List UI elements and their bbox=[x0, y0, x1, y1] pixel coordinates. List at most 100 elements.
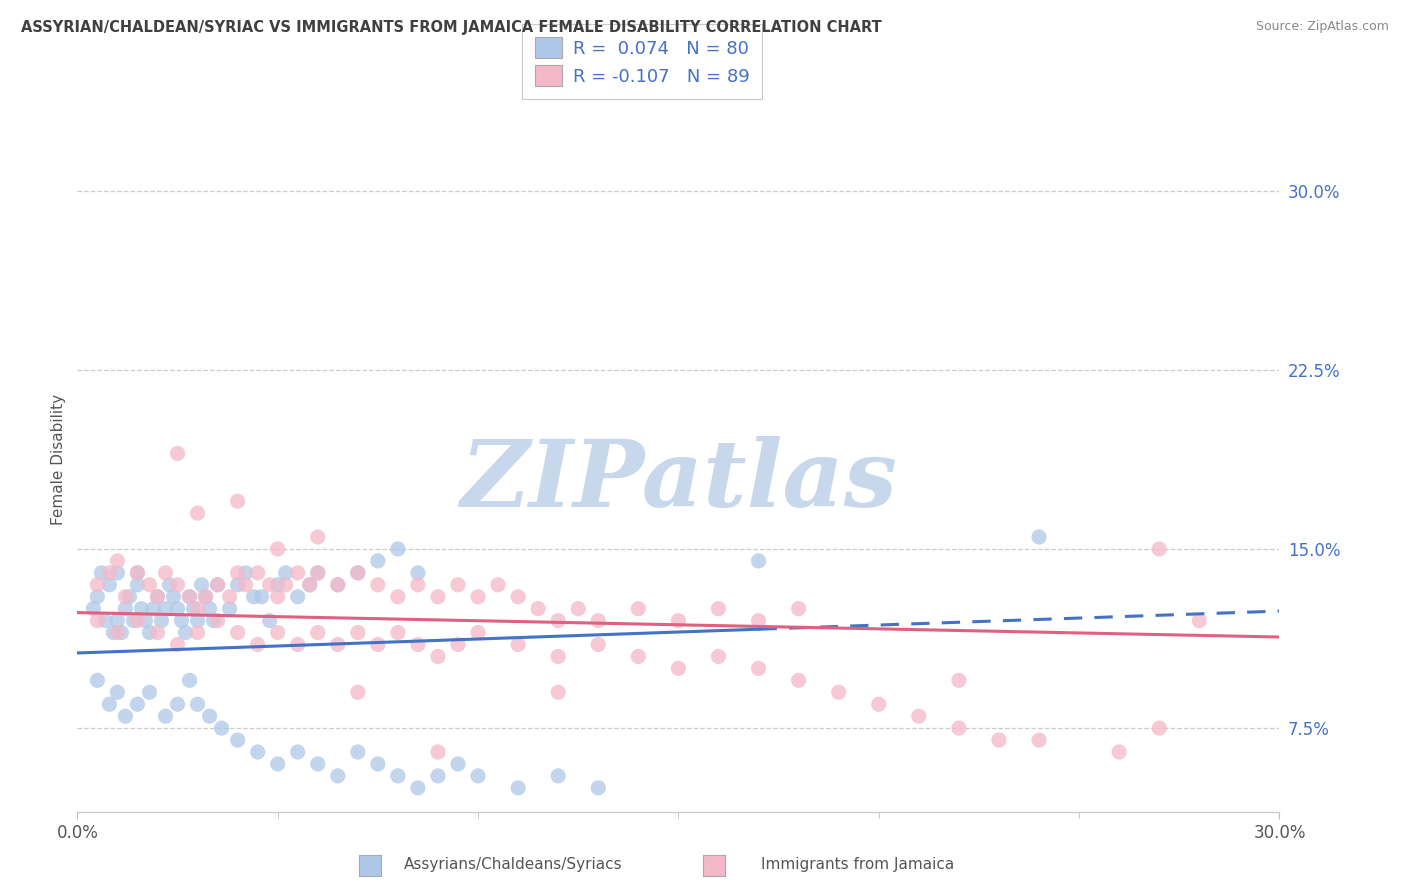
Point bbox=[127, 697, 149, 711]
Point bbox=[868, 697, 890, 711]
Point bbox=[547, 685, 569, 699]
Point bbox=[287, 638, 309, 652]
Point bbox=[1149, 541, 1171, 556]
Point bbox=[122, 614, 145, 628]
Point bbox=[367, 756, 389, 771]
Point bbox=[267, 541, 290, 556]
Point bbox=[307, 756, 329, 771]
Point bbox=[387, 625, 409, 640]
Point bbox=[347, 745, 370, 759]
Text: ASSYRIAN/CHALDEAN/SYRIAC VS IMMIGRANTS FROM JAMAICA FEMALE DISABILITY CORRELATIO: ASSYRIAN/CHALDEAN/SYRIAC VS IMMIGRANTS F… bbox=[21, 20, 882, 35]
Point bbox=[218, 601, 240, 615]
Point bbox=[107, 566, 129, 580]
Point bbox=[267, 625, 290, 640]
Point bbox=[186, 625, 209, 640]
Point bbox=[194, 590, 217, 604]
Point bbox=[908, 709, 931, 723]
Point bbox=[1149, 721, 1171, 735]
Legend: R =  0.074   N = 80, R = -0.107   N = 89: R = 0.074 N = 80, R = -0.107 N = 89 bbox=[523, 24, 762, 99]
Point bbox=[547, 614, 569, 628]
Point bbox=[326, 638, 349, 652]
Point bbox=[298, 578, 321, 592]
Point bbox=[211, 721, 233, 735]
Y-axis label: Female Disability: Female Disability bbox=[51, 393, 66, 525]
Point bbox=[467, 769, 489, 783]
Point bbox=[170, 614, 193, 628]
Point bbox=[326, 578, 349, 592]
Point bbox=[166, 601, 188, 615]
Point bbox=[508, 590, 530, 604]
Point bbox=[98, 566, 121, 580]
Point bbox=[1028, 530, 1050, 544]
Point bbox=[103, 625, 125, 640]
Point bbox=[948, 673, 970, 688]
Point bbox=[166, 578, 188, 592]
Point bbox=[347, 625, 370, 640]
Point bbox=[138, 685, 160, 699]
Point bbox=[198, 709, 221, 723]
Point bbox=[207, 578, 229, 592]
Point bbox=[146, 590, 169, 604]
Point bbox=[347, 685, 370, 699]
Point bbox=[127, 566, 149, 580]
Point bbox=[127, 614, 149, 628]
Point bbox=[146, 625, 169, 640]
Point bbox=[190, 578, 212, 592]
Point bbox=[627, 649, 650, 664]
Point bbox=[406, 566, 429, 580]
Point bbox=[367, 554, 389, 568]
Point bbox=[307, 625, 329, 640]
Point bbox=[98, 578, 121, 592]
Point bbox=[467, 625, 489, 640]
Point bbox=[94, 614, 117, 628]
Point bbox=[547, 649, 569, 664]
Point bbox=[159, 578, 181, 592]
Point bbox=[447, 756, 470, 771]
Point bbox=[226, 494, 249, 508]
Point bbox=[246, 566, 269, 580]
Point bbox=[226, 578, 249, 592]
Point bbox=[226, 733, 249, 747]
Point bbox=[1028, 733, 1050, 747]
Point bbox=[155, 566, 177, 580]
Point bbox=[988, 733, 1011, 747]
Point bbox=[326, 769, 349, 783]
Point bbox=[235, 566, 257, 580]
Point bbox=[948, 721, 970, 735]
Point bbox=[406, 578, 429, 592]
Point bbox=[250, 590, 273, 604]
Point bbox=[235, 578, 257, 592]
Point bbox=[218, 590, 240, 604]
Point bbox=[138, 625, 160, 640]
Point bbox=[194, 590, 217, 604]
Point bbox=[588, 614, 610, 628]
Point bbox=[114, 601, 136, 615]
Point bbox=[267, 756, 290, 771]
Point bbox=[668, 614, 690, 628]
Point bbox=[166, 638, 188, 652]
Point bbox=[427, 649, 450, 664]
Point bbox=[198, 601, 221, 615]
Point bbox=[207, 614, 229, 628]
Point bbox=[367, 578, 389, 592]
Point bbox=[127, 566, 149, 580]
Point bbox=[202, 614, 225, 628]
Point bbox=[1108, 745, 1130, 759]
Point bbox=[226, 566, 249, 580]
Point bbox=[183, 601, 205, 615]
Point bbox=[134, 614, 156, 628]
Point bbox=[267, 590, 290, 604]
Point bbox=[131, 601, 153, 615]
Point bbox=[748, 661, 770, 675]
Point bbox=[347, 566, 370, 580]
Point bbox=[307, 566, 329, 580]
Point bbox=[588, 638, 610, 652]
Point bbox=[166, 697, 188, 711]
Point bbox=[287, 745, 309, 759]
Point bbox=[86, 673, 108, 688]
Point bbox=[748, 554, 770, 568]
Point bbox=[246, 745, 269, 759]
Point bbox=[274, 578, 297, 592]
Point bbox=[114, 709, 136, 723]
Text: Immigrants from Jamaica: Immigrants from Jamaica bbox=[761, 857, 955, 871]
